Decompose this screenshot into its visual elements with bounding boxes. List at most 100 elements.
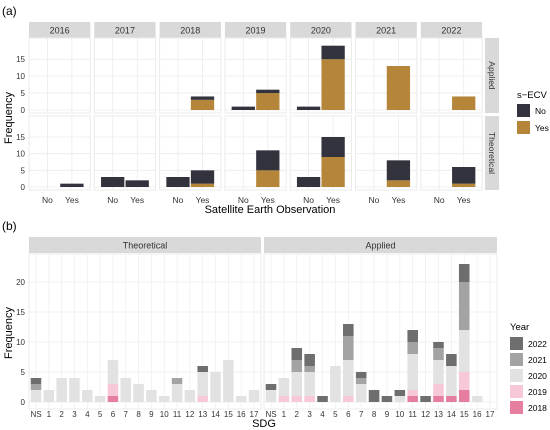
facet-panel-theoretical-2016 [28,115,91,191]
bar-theoretical-2020-no-no [296,177,321,187]
bar-applied-sdg-10-2022 [394,390,406,396]
x-tick-label: 1 [282,410,287,419]
bar-applied-sdg-2-2021 [291,360,303,372]
x-tick-label: 3 [72,410,77,419]
bar-theoretical-sdg-13-2022 [197,366,208,372]
bar-applied-sdg-ns-2022 [265,384,277,390]
x-tick-label: 14 [447,410,456,419]
bar-applied-2020-yes-no [321,45,345,60]
bar-applied-sdg-4-2022 [317,396,328,402]
x-tick-label: 12 [185,410,194,419]
bar-applied-sdg-15-2022 [458,264,470,282]
bar-applied-sdg-15-2018 [458,390,470,402]
x-tick-label: 8 [372,410,377,419]
bar-applied-2019-yes-yes [256,93,280,110]
panel-a-xlabel: Satellite Earth Observation [205,204,336,216]
bar-applied-sdg-ns-2020 [265,390,277,402]
bar-applied-sdg-13-2020 [433,360,444,384]
facet-strip-label-applied: Applied [365,241,395,251]
x-tick-label: 14 [211,410,220,419]
panel-b-legend-label-2019: 2019 [528,387,547,397]
bar-theoretical-sdg-13-2020 [197,372,208,396]
panel-b-legend-title: Year [510,322,529,333]
bar-applied-2018-yes-yes [190,99,215,110]
bar-theoretical-2021-yes-no [386,160,411,181]
bar-theoretical-sdg-14-2020 [210,372,221,402]
bar-applied-sdg-1-2020 [278,378,290,396]
panel-a-legend-swatch-no [517,104,530,117]
bar-applied-sdg-8-2022 [368,390,380,402]
x-tick-label: 4 [320,410,325,419]
bar-applied-sdg-2-2022 [291,348,303,360]
panel-b-legend-label-2022: 2022 [528,339,547,349]
x-tick-label: 16 [237,410,246,419]
x-tick-label: 8 [136,410,141,419]
y-tick-label: 10 [16,72,25,81]
x-tick-label: 13 [434,410,443,419]
y-tick-label: 10 [16,338,25,347]
bar-applied-sdg-6-2019 [343,396,354,402]
bar-applied-sdg-3-2022 [304,354,315,366]
bar-applied-sdg-3-2019 [304,396,315,402]
x-tick-label: Yes [65,195,79,205]
y-tick-label: 0 [21,106,26,115]
panel-b-legend-swatch-2021 [510,353,523,366]
bar-theoretical-sdg-11-2020 [171,384,183,402]
x-tick-label: Yes [196,195,210,205]
bar-applied-sdg-11-2022 [407,330,418,342]
bar-applied-sdg-2-2019 [291,396,303,402]
x-tick-label: 4 [85,410,90,419]
bar-theoretical-2017-no-no [101,177,125,187]
x-tick-label: Yes [457,195,471,205]
x-tick-label: 17 [486,410,495,419]
x-tick-label: 11 [173,410,182,419]
y-tick-label: 0 [21,183,26,192]
bar-theoretical-sdg-17-2020 [248,390,260,402]
x-tick-label: 9 [149,410,154,419]
facet-strip-label-2022: 2022 [441,26,461,36]
x-tick-label: 7 [124,410,129,419]
bar-theoretical-2016-yes-no [60,183,84,187]
bar-theoretical-2019-yes-yes [256,170,280,187]
facet-row-strip-label-applied: Applied [487,61,497,90]
y-tick-label: 15 [16,133,25,142]
x-tick-label: 10 [395,410,404,419]
bar-theoretical-sdg-ns-2022 [30,378,42,384]
facet-strip-label-2020: 2020 [311,26,331,36]
bar-theoretical-sdg-11-2021 [171,378,183,384]
bar-theoretical-sdg-15-2020 [223,360,234,402]
x-tick-label: NS [30,410,41,419]
bar-theoretical-2018-yes-yes [190,183,215,187]
x-tick-label: Yes [326,195,340,205]
bar-applied-sdg-7-2021 [355,378,367,384]
facet-strip-label-2017: 2017 [115,26,135,36]
panel-a-legend-label-yes: Yes [535,123,549,133]
bar-theoretical-sdg-7-2020 [120,378,132,402]
x-tick-label: 11 [409,410,418,419]
panel-a-chart: 2016 2017 2018 2019 2020 2021 2022 Applied 0 5 10 1… [2,4,549,216]
bar-theoretical-sdg-16-2020 [235,396,247,402]
facet-strip-theoretical [29,237,261,253]
bar-applied-sdg-3-2020 [304,372,315,396]
bar-applied-sdg-14-2018 [446,396,457,402]
bar-theoretical-2022-yes-yes [452,183,476,187]
bar-theoretical-sdg-10-2020 [158,396,170,402]
x-tick-label: 1 [47,410,52,419]
bar-applied-sdg-11-2020 [407,354,418,390]
panel-b-legend-label-2018: 2018 [528,403,547,413]
facet-strip-label-theoretical: Theoretical [123,241,168,251]
bar-applied-sdg-5-2020 [330,366,341,402]
x-tick-label: Yes [130,195,144,205]
bar-theoretical-sdg-12-2020 [184,390,196,402]
facet-row-strip-applied [485,38,500,113]
panel-b-legend-swatch-2018 [510,401,523,414]
bar-theoretical-2017-yes-no [125,180,149,187]
y-tick-label: 0 [21,398,26,407]
panel-a-legend-title: s−ECV [517,90,547,101]
y-tick-label: 5 [21,166,26,175]
bar-applied-sdg-9-2022 [381,396,393,402]
bar-theoretical-sdg-ns-2020 [30,390,42,402]
facet-strip-2022 [420,22,483,38]
